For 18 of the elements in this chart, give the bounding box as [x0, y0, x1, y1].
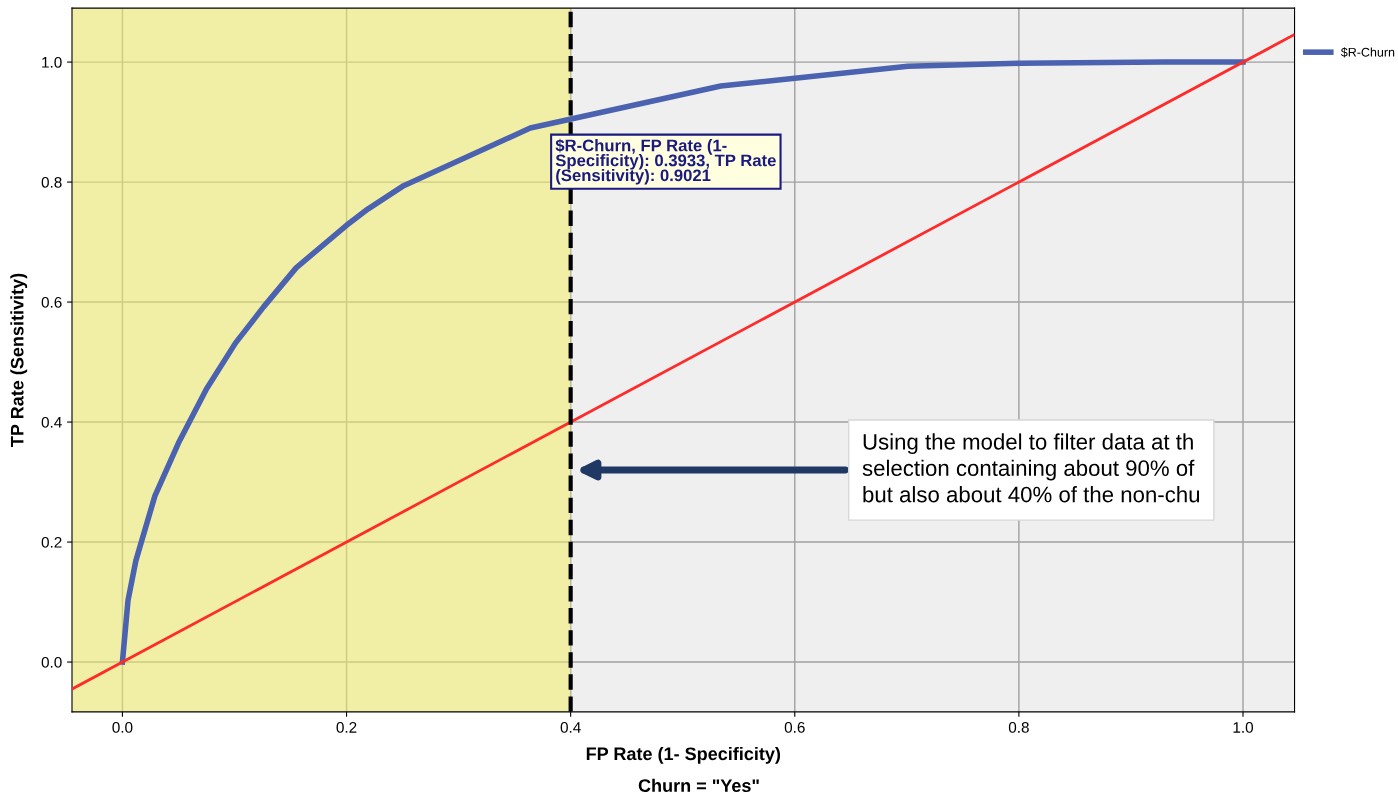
x-tick-label: 0.8: [1008, 721, 1029, 733]
text: Churn = "Yes": [638, 778, 759, 793]
x-axis-title: FP Rate (1- Specificity): [586, 746, 781, 764]
annotation: $R-Churn, FP Rate (1- Specificity): 0.3933, TP Rate (Sensitivity): 0.9021: [555, 138, 776, 185]
legend-label: $R-Churn: [1340, 47, 1395, 58]
x-tick-label: 0.0: [112, 721, 133, 733]
y-tick-label: 0.8: [41, 176, 62, 188]
x-tick-label: 0.4: [560, 721, 581, 733]
x-tick-label: 0.2: [336, 721, 357, 733]
annotation: Using the model to filter data at th selection containing about 90% of but also about 40% of the non-chu: [862, 433, 1200, 503]
y-axis-title: TP Rate (Sensitivity): [10, 273, 28, 447]
y-tick-label: 0.4: [41, 416, 62, 428]
y-tick-label: 0.2: [41, 536, 62, 548]
x-tick-label: 0.6: [784, 721, 805, 733]
y-tick-label: 0.6: [41, 296, 62, 308]
y-tick-label: 1.0: [42, 56, 62, 68]
x-tick-label: 1.0: [1233, 721, 1254, 733]
y-tick-label: 0.0: [41, 656, 62, 668]
